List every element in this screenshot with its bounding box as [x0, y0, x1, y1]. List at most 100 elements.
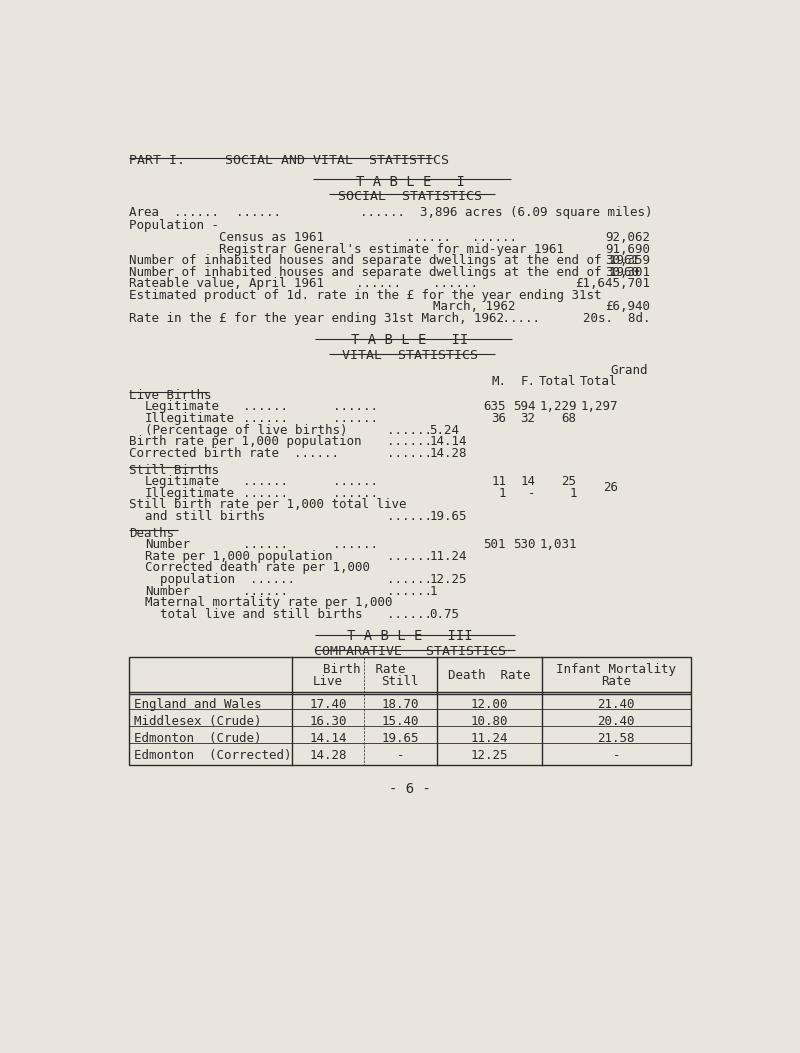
Text: COMPARATIVE   STATISTICS: COMPARATIVE STATISTICS — [314, 644, 506, 657]
Text: Estimated product of 1d. rate in the £ for the year ending 31st: Estimated product of 1d. rate in the £ f… — [130, 289, 602, 302]
Text: Illegitimate: Illegitimate — [145, 486, 235, 500]
Text: 26: 26 — [602, 480, 618, 494]
Text: Live Births: Live Births — [130, 389, 212, 402]
Text: 20.40: 20.40 — [598, 715, 635, 729]
Text: Edmonton  (Corrected): Edmonton (Corrected) — [134, 750, 292, 762]
Text: 19.65: 19.65 — [430, 510, 467, 523]
Text: ......: ...... — [243, 475, 288, 489]
Text: Birth  Rate: Birth Rate — [323, 663, 406, 676]
Text: Number: Number — [145, 584, 190, 597]
Text: ......: ...... — [406, 231, 451, 244]
Text: 14.14: 14.14 — [309, 732, 346, 746]
Text: ......: ...... — [386, 446, 432, 460]
Text: ......: ...... — [243, 486, 288, 500]
Text: Rate in the £ for the year ending 31st March, 1962: Rate in the £ for the year ending 31st M… — [130, 312, 505, 325]
Text: 1,297: 1,297 — [580, 400, 618, 414]
Text: 501: 501 — [483, 538, 506, 552]
Text: March, 1962: March, 1962 — [434, 300, 516, 314]
Text: -: - — [613, 750, 620, 762]
Text: Infant Mortality: Infant Mortality — [556, 663, 676, 676]
Text: 91,690: 91,690 — [606, 242, 650, 256]
Text: ......: ...... — [356, 277, 401, 291]
Text: - 6 -: - 6 - — [389, 781, 431, 796]
Text: Total: Total — [539, 375, 577, 389]
Text: Middlesex (Crude): Middlesex (Crude) — [134, 715, 262, 729]
Text: ......: ...... — [243, 538, 288, 552]
Text: 19.65: 19.65 — [382, 732, 419, 746]
Text: Number: Number — [145, 538, 190, 552]
Text: ......: ...... — [434, 277, 478, 291]
Text: -: - — [528, 486, 535, 500]
Text: 594: 594 — [513, 400, 535, 414]
Text: 21.58: 21.58 — [598, 732, 635, 746]
Text: Rateable value, April 1961: Rateable value, April 1961 — [130, 277, 325, 291]
Text: ......: ...... — [333, 400, 378, 414]
Text: 635: 635 — [483, 400, 506, 414]
Text: ......: ...... — [333, 538, 378, 552]
Text: Legitimate: Legitimate — [145, 475, 220, 489]
Text: 10.80: 10.80 — [470, 715, 508, 729]
Text: Rate: Rate — [601, 675, 631, 689]
Text: Census as 1961: Census as 1961 — [130, 231, 325, 244]
Text: 14.28: 14.28 — [309, 750, 346, 762]
Text: 11: 11 — [491, 475, 506, 489]
Text: ......: ...... — [243, 412, 288, 425]
Text: and still births: and still births — [145, 510, 265, 523]
Text: ......: ...... — [386, 423, 432, 437]
Text: 92,062: 92,062 — [606, 231, 650, 244]
Text: 14.14: 14.14 — [430, 435, 467, 449]
Text: Number of inhabited houses and separate dwellings at the end of 1960: Number of inhabited houses and separate … — [130, 265, 639, 279]
Text: Total: Total — [580, 375, 618, 389]
Text: ......: ...... — [386, 435, 432, 449]
Text: 36: 36 — [491, 412, 506, 425]
Text: Grand: Grand — [610, 364, 647, 377]
Text: ......: ...... — [386, 510, 432, 523]
Text: population  ......: population ...... — [161, 573, 295, 585]
Text: ......: ...... — [333, 475, 378, 489]
Text: 17.40: 17.40 — [309, 698, 346, 712]
Text: 21.40: 21.40 — [598, 698, 635, 712]
Text: Area  ......: Area ...... — [130, 206, 219, 219]
Text: M.: M. — [491, 375, 506, 389]
Text: Deaths: Deaths — [130, 526, 174, 540]
Text: 12.25: 12.25 — [470, 750, 508, 762]
Text: SOCIAL  STATISTICS: SOCIAL STATISTICS — [338, 190, 482, 202]
Text: 530: 530 — [513, 538, 535, 552]
Text: F.: F. — [521, 375, 535, 389]
Text: Birth rate per 1,000 population: Birth rate per 1,000 population — [130, 435, 362, 449]
Text: £6,940: £6,940 — [606, 300, 650, 314]
Text: Illegitimate: Illegitimate — [145, 412, 235, 425]
Text: 0.75: 0.75 — [430, 608, 459, 620]
Text: England and Wales: England and Wales — [134, 698, 262, 712]
Bar — [130, 657, 690, 764]
Text: Death  Rate: Death Rate — [448, 670, 530, 682]
Text: ......: ...... — [495, 312, 540, 325]
Text: ......: ...... — [386, 550, 432, 563]
Text: VITAL  STATISTICS: VITAL STATISTICS — [342, 349, 478, 362]
Text: Still Births: Still Births — [130, 463, 219, 477]
Text: Still birth rate per 1,000 total live: Still birth rate per 1,000 total live — [130, 498, 407, 512]
Text: 30,301: 30,301 — [606, 265, 650, 279]
Text: T A B L E   II: T A B L E II — [351, 334, 469, 347]
Text: 11.24: 11.24 — [430, 550, 467, 563]
Text: 32: 32 — [521, 412, 535, 425]
Text: Live: Live — [313, 675, 343, 689]
Text: ......: ...... — [333, 412, 378, 425]
Text: £1,645,701: £1,645,701 — [575, 277, 650, 291]
Text: 12.25: 12.25 — [430, 573, 467, 585]
Text: 1,031: 1,031 — [539, 538, 577, 552]
Text: 11.24: 11.24 — [470, 732, 508, 746]
Text: ......: ...... — [243, 584, 288, 597]
Text: Registrar General's estimate for mid-year 1961: Registrar General's estimate for mid-yea… — [130, 242, 565, 256]
Text: T A B L E   III: T A B L E III — [347, 630, 473, 643]
Text: total live and still births: total live and still births — [161, 608, 363, 620]
Text: 30,359: 30,359 — [606, 254, 650, 267]
Text: 1,229: 1,229 — [539, 400, 577, 414]
Text: ......: ...... — [243, 400, 288, 414]
Text: 1: 1 — [569, 486, 577, 500]
Text: Edmonton  (Crude): Edmonton (Crude) — [134, 732, 262, 746]
Text: (Percentage of live births): (Percentage of live births) — [145, 423, 347, 437]
Text: ......: ...... — [386, 608, 432, 620]
Text: T A B L E   I: T A B L E I — [355, 175, 465, 188]
Text: Corrected death rate per 1,000: Corrected death rate per 1,000 — [145, 561, 370, 574]
